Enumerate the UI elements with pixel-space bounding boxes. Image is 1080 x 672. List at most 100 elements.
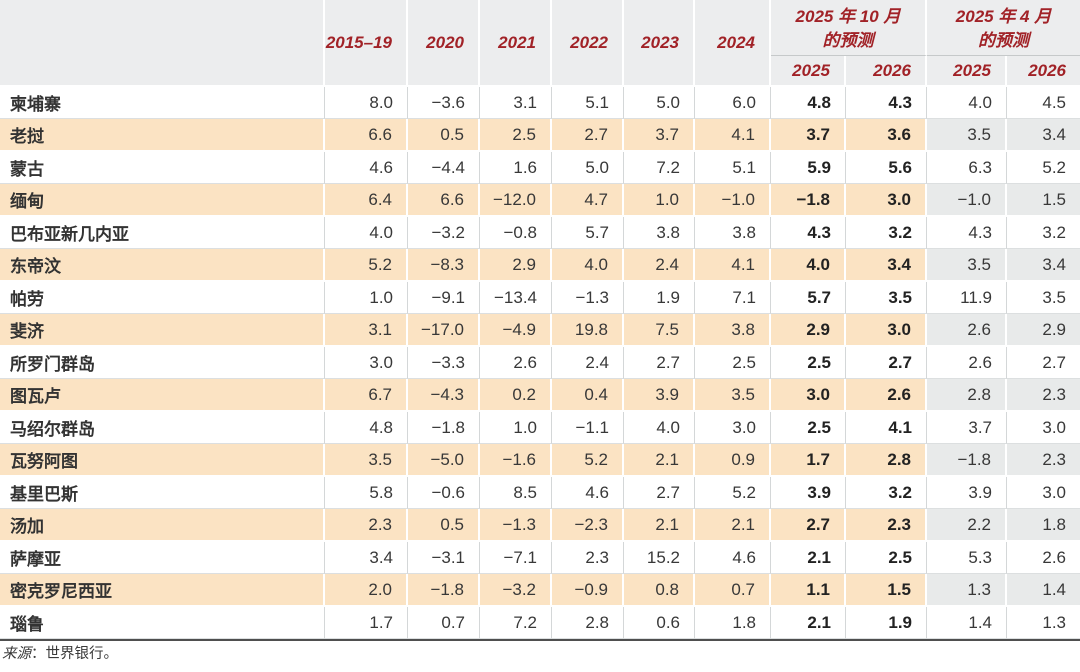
growth-forecast-table: 2015–19 2020 2021 2022 2023 2024 2025 年 … bbox=[0, 0, 1080, 641]
value-cell: 2.6 bbox=[480, 347, 552, 379]
value-cell: 5.1 bbox=[552, 87, 624, 119]
value-cell: 2.7 bbox=[552, 119, 624, 152]
value-cell: 6.6 bbox=[325, 119, 408, 152]
value-cell: 4.6 bbox=[695, 542, 771, 574]
value-cell: 3.8 bbox=[695, 314, 771, 347]
value-cell: 2.1 bbox=[771, 542, 846, 574]
value-cell: −0.8 bbox=[480, 217, 552, 249]
value-cell: 1.6 bbox=[480, 152, 552, 184]
value-cell: 3.5 bbox=[325, 444, 408, 477]
col-header-2023: 2023 bbox=[624, 0, 695, 87]
value-cell: 4.6 bbox=[552, 477, 624, 509]
value-cell: 7.1 bbox=[695, 282, 771, 314]
table-row: 图瓦卢 6.7 −4.3 0.2 0.4 3.9 3.5 3.0 2.6 2.8 2.3 bbox=[0, 379, 1080, 412]
country-name: 图瓦卢 bbox=[0, 379, 325, 412]
value-cell: 1.4 bbox=[927, 607, 1007, 639]
country-name: 汤加 bbox=[0, 509, 325, 542]
value-cell: −1.1 bbox=[552, 412, 624, 444]
value-cell: −4.9 bbox=[480, 314, 552, 347]
country-name: 所罗门群岛 bbox=[0, 347, 325, 379]
april-subcol-2025: 2025 bbox=[927, 56, 1007, 87]
value-cell: 1.8 bbox=[1007, 509, 1080, 542]
value-cell: 2.1 bbox=[695, 509, 771, 542]
value-cell: 3.0 bbox=[771, 379, 846, 412]
value-cell: 4.3 bbox=[927, 217, 1007, 249]
value-cell: 3.4 bbox=[325, 542, 408, 574]
value-cell: −3.2 bbox=[480, 574, 552, 607]
value-cell: 3.5 bbox=[1007, 282, 1080, 314]
value-cell: 2.3 bbox=[1007, 379, 1080, 412]
value-cell: 2.6 bbox=[846, 379, 927, 412]
value-cell: −1.8 bbox=[771, 184, 846, 217]
value-cell: −12.0 bbox=[480, 184, 552, 217]
country-name: 巴布亚新几内亚 bbox=[0, 217, 325, 249]
value-cell: 2.3 bbox=[325, 509, 408, 542]
value-cell: 3.0 bbox=[1007, 477, 1080, 509]
value-cell: 1.9 bbox=[846, 607, 927, 639]
value-cell: 0.7 bbox=[695, 574, 771, 607]
value-cell: −1.0 bbox=[695, 184, 771, 217]
value-cell: 3.4 bbox=[1007, 249, 1080, 282]
value-cell: 4.8 bbox=[325, 412, 408, 444]
table-body: 柬埔寨 8.0 −3.6 3.1 5.1 5.0 6.0 4.8 4.3 4.0 4.5 老挝 6.6 0… bbox=[0, 87, 1080, 639]
value-cell: 4.8 bbox=[771, 87, 846, 119]
value-cell: 4.0 bbox=[624, 412, 695, 444]
value-cell: 2.0 bbox=[325, 574, 408, 607]
table-row: 萨摩亚 3.4 −3.1 −7.1 2.3 15.2 4.6 2.1 2.5 5.3 2.6 bbox=[0, 542, 1080, 574]
value-cell: 2.7 bbox=[846, 347, 927, 379]
value-cell: 1.8 bbox=[695, 607, 771, 639]
value-cell: 4.1 bbox=[695, 249, 771, 282]
value-cell: 1.5 bbox=[1007, 184, 1080, 217]
value-cell: 5.2 bbox=[552, 444, 624, 477]
value-cell: 2.1 bbox=[624, 509, 695, 542]
value-cell: 6.7 bbox=[325, 379, 408, 412]
value-cell: 1.5 bbox=[846, 574, 927, 607]
value-cell: −3.6 bbox=[408, 87, 480, 119]
table-row: 汤加 2.3 0.5 −1.3 −2.3 2.1 2.1 2.7 2.3 2.2 1.8 bbox=[0, 509, 1080, 542]
value-cell: 5.2 bbox=[695, 477, 771, 509]
value-cell: 3.7 bbox=[624, 119, 695, 152]
april-forecast-group-header: 2025 年 4 月 的预测 bbox=[927, 0, 1080, 56]
value-cell: 19.8 bbox=[552, 314, 624, 347]
country-name: 密克罗尼西亚 bbox=[0, 574, 325, 607]
value-cell: 3.9 bbox=[927, 477, 1007, 509]
country-name: 瑙鲁 bbox=[0, 607, 325, 639]
value-cell: 7.2 bbox=[480, 607, 552, 639]
value-cell: 2.1 bbox=[771, 607, 846, 639]
value-cell: 2.3 bbox=[846, 509, 927, 542]
table-row: 基里巴斯 5.8 −0.6 8.5 4.6 2.7 5.2 3.9 3.2 3.9 3.0 bbox=[0, 477, 1080, 509]
october-forecast-title-line2: 的预测 bbox=[822, 30, 874, 50]
value-cell: 0.5 bbox=[408, 509, 480, 542]
value-cell: 2.5 bbox=[695, 347, 771, 379]
value-cell: −1.6 bbox=[480, 444, 552, 477]
october-forecast-group-header: 2025 年 10 月 的预测 bbox=[771, 0, 927, 56]
country-name: 东帝汶 bbox=[0, 249, 325, 282]
value-cell: 3.4 bbox=[846, 249, 927, 282]
table-row: 老挝 6.6 0.5 2.5 2.7 3.7 4.1 3.7 3.6 3.5 3.4 bbox=[0, 119, 1080, 152]
value-cell: −5.0 bbox=[408, 444, 480, 477]
value-cell: 5.0 bbox=[624, 87, 695, 119]
country-name: 基里巴斯 bbox=[0, 477, 325, 509]
value-cell: 5.3 bbox=[927, 542, 1007, 574]
value-cell: 1.7 bbox=[325, 607, 408, 639]
october-forecast-title-line1: 2025 年 10 月 bbox=[795, 6, 901, 26]
value-cell: 2.1 bbox=[624, 444, 695, 477]
value-cell: 6.0 bbox=[695, 87, 771, 119]
value-cell: 3.9 bbox=[624, 379, 695, 412]
value-cell: 2.4 bbox=[552, 347, 624, 379]
value-cell: 1.0 bbox=[480, 412, 552, 444]
col-header-2015-19: 2015–19 bbox=[325, 0, 408, 87]
country-name: 蒙古 bbox=[0, 152, 325, 184]
value-cell: 2.3 bbox=[552, 542, 624, 574]
april-subcol-2026: 2026 bbox=[1007, 56, 1080, 87]
value-cell: 15.2 bbox=[624, 542, 695, 574]
table-row: 缅甸 6.4 6.6 −12.0 4.7 1.0 −1.0 −1.8 3.0 −1.0 1.5 bbox=[0, 184, 1080, 217]
source-note: 来源：世界银行。 bbox=[0, 641, 1080, 663]
april-forecast-title-line1: 2025 年 4 月 bbox=[955, 6, 1052, 26]
value-cell: 3.8 bbox=[695, 217, 771, 249]
country-name: 缅甸 bbox=[0, 184, 325, 217]
value-cell: −7.1 bbox=[480, 542, 552, 574]
value-cell: 4.3 bbox=[771, 217, 846, 249]
source-text: ：世界银行。 bbox=[31, 646, 118, 662]
